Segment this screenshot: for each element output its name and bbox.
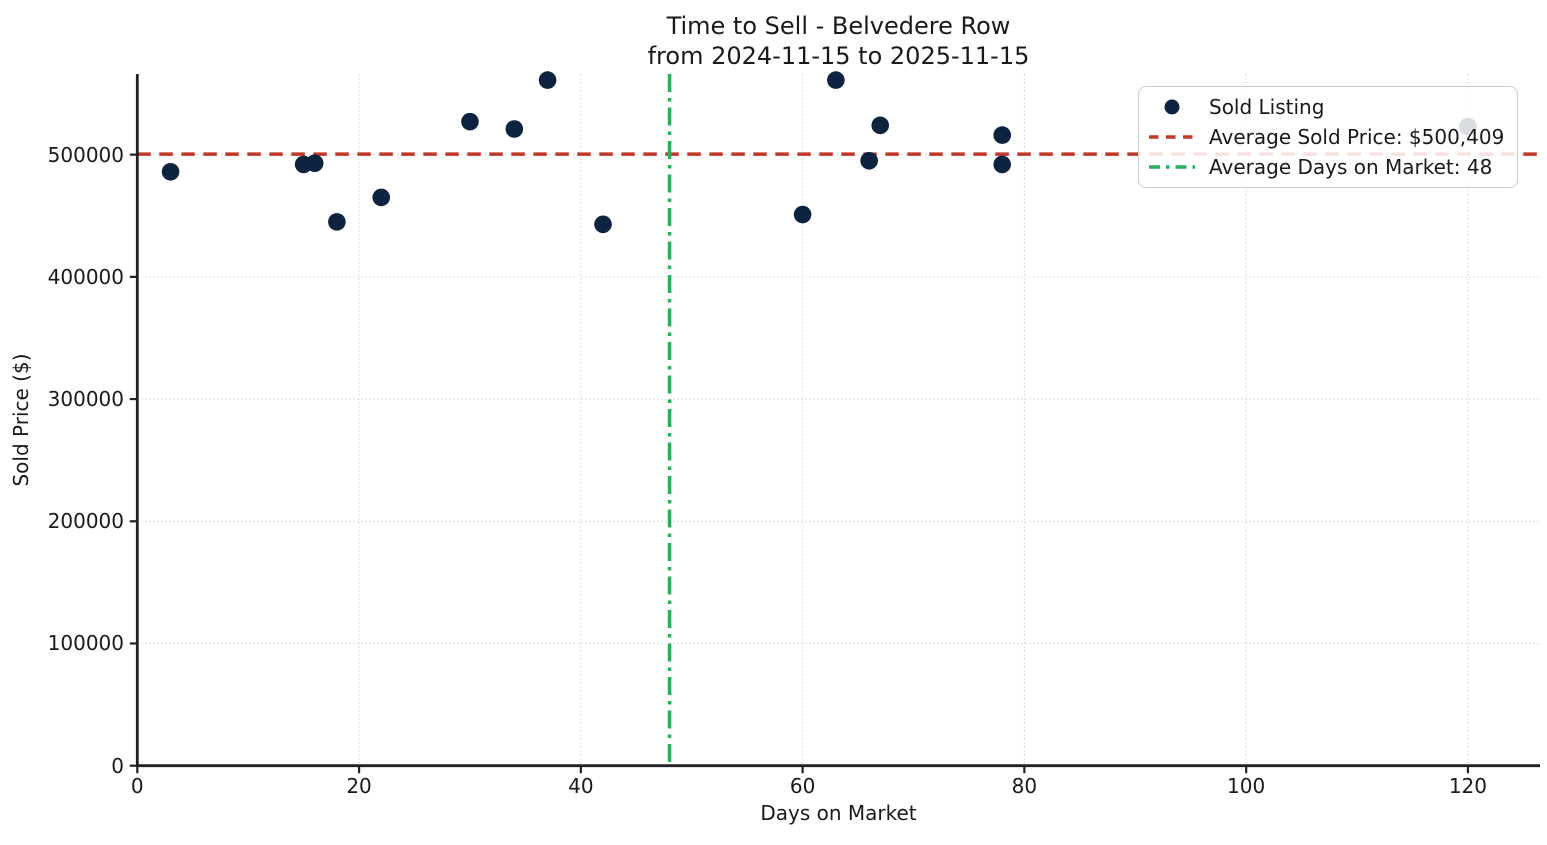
y-tick-label: 200000 [47,509,124,534]
data-point [372,188,391,207]
legend-item-sold-listing: Sold Listing [1149,92,1504,122]
data-point [993,126,1012,144]
y-tick-label: 100000 [47,631,124,656]
chart-title-line2: from 2024-11-15 to 2025-11-15 [647,42,1030,70]
data-point [993,155,1012,174]
axes-spines-ticks [129,74,1540,774]
legend-item-average-sold-price: Average Sold Price: $500,409 [1149,122,1504,152]
x-tick-label: 80 [1011,774,1038,798]
sold-listing-dot-icon [1149,99,1195,115]
data-point [871,116,890,135]
data-point [793,205,812,224]
data-point [594,215,612,234]
chart-title-line1: Time to Sell - Belvedere Row [666,12,1011,40]
y-tick-label: 500000 [47,142,124,167]
data-point [538,71,557,89]
y-axis-label: Sold Price ($) [9,353,33,487]
dashdot-line-icon [1149,164,1195,170]
data-point [161,162,180,181]
y-tick-label: 0 [111,753,124,778]
x-tick-label: 20 [346,774,372,798]
chart-title: Time to Sell - Belvedere Row from 2024-1… [137,11,1540,71]
legend: Sold Listing Average Sold Price: $500,40… [1138,86,1519,188]
data-point [461,112,479,131]
x-tick-label: 120 [1448,774,1488,798]
legend-item-average-days: Average Days on Market: 48 [1149,152,1504,182]
x-tick-label: 0 [130,774,144,798]
data-point [505,120,524,138]
legend-label: Average Sold Price: $500,409 [1209,125,1505,149]
x-tick-label: 60 [789,774,816,798]
data-point [328,213,346,231]
data-point [860,151,878,170]
data-point [827,71,845,89]
y-tick-label: 300000 [47,387,124,412]
legend-label: Average Days on Market: 48 [1209,155,1493,179]
x-tick-label: 100 [1227,774,1266,798]
dashed-line-icon [1149,134,1195,140]
sold-listing-points [161,71,1477,234]
y-tick-label: 400000 [47,264,124,289]
x-tick-label: 40 [568,774,594,798]
legend-label: Sold Listing [1209,95,1325,119]
x-axis-label: Days on Market [760,801,917,825]
data-point [305,154,324,173]
